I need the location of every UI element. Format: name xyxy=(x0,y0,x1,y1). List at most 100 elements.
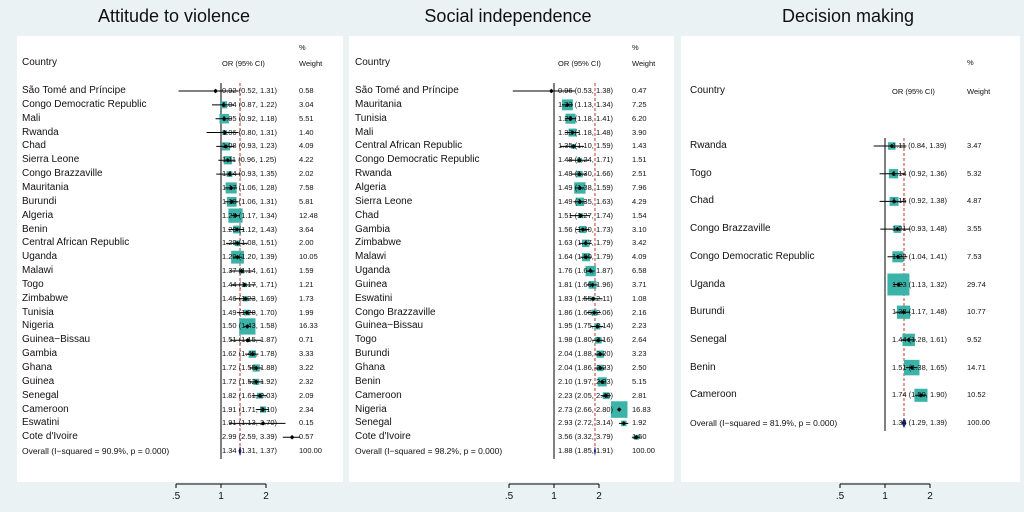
x-axis-tick-label: 1 xyxy=(882,491,888,502)
study-weight: 3.33 xyxy=(299,349,314,359)
study-or-ci: 1.74 (1.59, 1.90) xyxy=(892,390,948,400)
study-weight: 3.04 xyxy=(299,99,314,109)
study-point-marker xyxy=(621,421,627,426)
study-country-label: Tunisia xyxy=(22,306,54,318)
column-header-weight-pct: % xyxy=(632,43,639,52)
study-country-label: Chad xyxy=(690,195,714,207)
study-or-ci: 1.33 (1.17, 1.48) xyxy=(892,307,948,317)
x-axis-tick-label: 1 xyxy=(551,491,557,502)
study-weight: 4.22 xyxy=(299,155,314,165)
study-country-label: Burundi xyxy=(22,195,57,207)
study-or-ci: 1.72 (1.52, 1.92) xyxy=(222,376,278,386)
study-country-label: Guinea−Bissau xyxy=(355,320,424,332)
study-country-label: Guinea xyxy=(355,278,388,290)
study-country-label: Cote d'Ivoire xyxy=(355,431,411,443)
x-axis-tick-label: .5 xyxy=(172,491,181,502)
study-country-label: Malawi xyxy=(355,251,387,263)
study-weight: 4.09 xyxy=(632,252,647,262)
study-point-marker xyxy=(245,324,250,329)
study-or-ci: 1.63 (1.47, 1.79) xyxy=(558,238,614,248)
study-country-label: Congo Brazzaville xyxy=(22,168,103,180)
study-country-label: Cameroon xyxy=(690,389,737,401)
study-weight: 3.47 xyxy=(967,141,982,150)
study-weight: 0.71 xyxy=(299,335,314,345)
study-or-ci: 1.21 (0.93, 1.48) xyxy=(892,224,948,234)
study-or-ci: 1.76 (1.64, 1.87) xyxy=(558,266,614,276)
study-weight: 2.81 xyxy=(632,390,647,400)
study-or-ci: 1.49 (1.35, 1.63) xyxy=(558,196,614,206)
study-weight: 1.50 xyxy=(632,432,647,442)
study-country-label: Benin xyxy=(690,361,716,373)
study-weight: 3.42 xyxy=(632,238,647,248)
study-or-ci: 1.14 (0.93, 1.35) xyxy=(222,169,278,179)
study-point-marker xyxy=(598,351,603,357)
study-country-label: Togo xyxy=(690,167,712,179)
study-or-ci: 1.33 (1.18, 1.48) xyxy=(558,127,614,137)
study-or-ci: 1.46 (1.23, 1.69) xyxy=(222,293,278,303)
study-weight: 1.99 xyxy=(299,307,314,317)
study-point-marker xyxy=(616,407,622,412)
study-weight: 2.09 xyxy=(299,390,314,400)
study-or-ci: 1.91 (1.71, 2.10) xyxy=(222,404,278,414)
study-country-label: Sierra Leone xyxy=(22,154,80,166)
column-header-country: Country xyxy=(22,57,58,68)
study-point-marker xyxy=(260,407,266,412)
study-or-ci: 1.23 (1.13, 1.32) xyxy=(892,279,948,289)
study-weight: 2.32 xyxy=(299,376,314,386)
study-weight: 3.55 xyxy=(967,224,982,234)
study-country-label: Cameroon xyxy=(22,403,69,415)
study-or-ci: 1.08 (0.93, 1.23) xyxy=(222,141,278,151)
study-or-ci: 1.06 (0.80, 1.31) xyxy=(222,127,278,137)
study-country-label: Guinea−Bissau xyxy=(22,334,91,346)
study-country-label: Senegal xyxy=(355,417,392,429)
column-header-weight: Weight xyxy=(299,59,323,68)
study-or-ci: 1.25 (1.17, 1.34) xyxy=(222,210,278,220)
forest-panel xyxy=(17,36,343,482)
study-country-label: Benin xyxy=(355,375,381,387)
study-country-label: Gambia xyxy=(355,223,391,235)
study-country-label: Burundi xyxy=(690,306,725,318)
study-weight: 1.43 xyxy=(632,141,647,151)
study-weight: 5.81 xyxy=(299,196,314,206)
study-weight: 3.22 xyxy=(299,363,314,372)
column-header-weight-pct: % xyxy=(299,43,306,52)
study-country-label: Chad xyxy=(355,209,379,221)
study-or-ci: 2.93 (2.72, 3.14) xyxy=(558,418,614,428)
study-weight: 9.52 xyxy=(967,334,982,344)
study-weight: 16.33 xyxy=(299,321,318,331)
study-weight: 1.59 xyxy=(299,266,314,276)
study-country-label: Nigeria xyxy=(22,320,54,332)
study-weight: 4.87 xyxy=(967,196,982,206)
study-weight: 0.58 xyxy=(299,86,314,95)
study-country-label: Zimbabwe xyxy=(355,237,402,249)
study-or-ci: 1.51 (1.27, 1.74) xyxy=(558,210,614,220)
x-axis-tick-label: 2 xyxy=(596,491,602,502)
study-country-label: Mali xyxy=(22,112,41,124)
overall-or-ci: 1.34 (1.29, 1.39) xyxy=(892,418,948,427)
study-point-marker xyxy=(634,434,639,440)
study-or-ci: 1.48 (1.30, 1.66) xyxy=(558,169,614,179)
study-point-marker xyxy=(603,393,609,398)
study-point-marker xyxy=(260,421,266,426)
study-point-marker xyxy=(245,338,251,343)
study-country-label: São Tomé and Príncipe xyxy=(355,85,459,96)
study-weight: 1.08 xyxy=(632,293,647,303)
study-country-label: Tunisia xyxy=(355,112,387,124)
study-or-ci: 1.62 (1.45, 1.78) xyxy=(222,349,278,359)
study-or-ci: 1.35 (1.10, 1.59) xyxy=(558,141,614,151)
study-weight: 2.50 xyxy=(632,363,647,372)
study-or-ci: 1.44 (1.17, 1.71) xyxy=(222,279,278,289)
study-weight: 1.73 xyxy=(299,293,314,303)
study-weight: 3.90 xyxy=(632,127,647,137)
study-weight: 2.64 xyxy=(632,335,647,345)
study-weight: 4.29 xyxy=(632,196,647,206)
study-or-ci: 1.49 (1.28, 1.70) xyxy=(222,307,278,317)
study-weight: 3.71 xyxy=(632,279,647,289)
study-weight: 5.51 xyxy=(299,113,314,123)
study-or-ci: 1.23 (1.13, 1.34) xyxy=(558,99,614,109)
study-weight: 7.53 xyxy=(967,251,982,261)
study-or-ci: 1.51 (1.15, 1.87) xyxy=(222,335,278,345)
study-weight: 16.83 xyxy=(632,404,651,414)
study-point-marker xyxy=(590,282,595,288)
